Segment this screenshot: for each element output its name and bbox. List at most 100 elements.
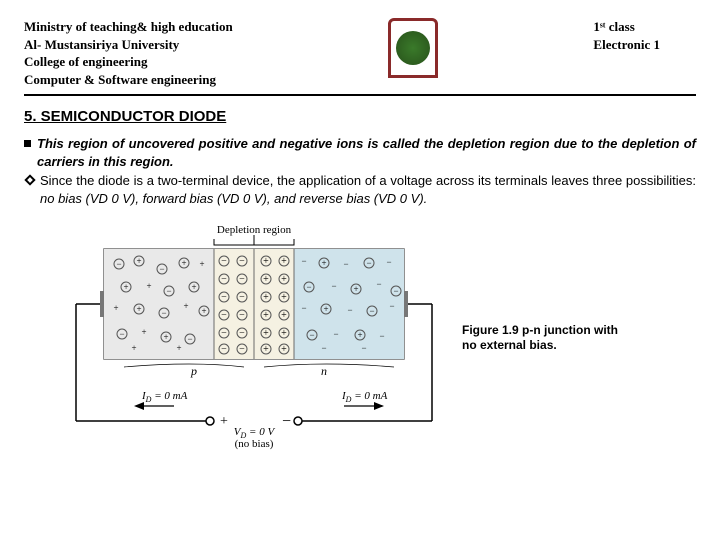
svg-text:ID = 0 mA: ID = 0 mA xyxy=(341,390,388,404)
header-logo-wrap xyxy=(380,18,446,78)
diamond-bullet-icon xyxy=(24,175,35,186)
svg-text:−: − xyxy=(379,331,384,341)
svg-text:−: − xyxy=(239,328,245,339)
svg-text:−: − xyxy=(239,310,245,321)
svg-text:+: + xyxy=(113,303,118,313)
svg-text:−: − xyxy=(239,274,245,285)
svg-text:+: + xyxy=(163,332,168,342)
svg-text:+: + xyxy=(321,258,326,268)
svg-text:ID = 0 mA: ID = 0 mA xyxy=(141,390,188,404)
class-line: 1ˢᵗ class xyxy=(593,18,660,36)
header-right-block: 1ˢᵗ class Electronic 1 xyxy=(593,18,696,53)
svg-text:−: − xyxy=(309,330,314,340)
svg-text:+: + xyxy=(131,343,136,353)
university-logo-icon xyxy=(388,18,438,78)
para-2a: Since the diode is a two-terminal device… xyxy=(40,173,696,188)
svg-text:−: − xyxy=(376,279,381,289)
svg-text:+: + xyxy=(123,282,128,292)
nobias-label: (no bias) xyxy=(235,438,274,450)
header-line-1: Ministry of teaching& high education xyxy=(24,18,233,36)
svg-text:+: + xyxy=(263,274,269,285)
svg-text:+: + xyxy=(201,306,206,316)
svg-text:−: − xyxy=(166,286,171,296)
svg-text:−: − xyxy=(331,281,336,291)
svg-text:−: − xyxy=(239,344,245,355)
svg-text:−: − xyxy=(239,256,245,267)
svg-text:+: + xyxy=(281,344,287,355)
logo-tree-icon xyxy=(396,31,430,65)
p-label: p xyxy=(190,364,197,378)
para-2-wrap: Since the diode is a two-terminal device… xyxy=(40,172,696,207)
svg-text:−: − xyxy=(321,343,326,353)
id-left-val: = 0 mA xyxy=(151,390,187,402)
svg-text:+: + xyxy=(176,343,181,353)
svg-text:−: − xyxy=(221,292,227,303)
svg-text:−: − xyxy=(221,344,227,355)
svg-text:−: − xyxy=(161,308,166,318)
svg-text:−: − xyxy=(221,256,227,267)
svg-text:+: + xyxy=(136,256,141,266)
svg-text:+: + xyxy=(281,274,287,285)
svg-text:−: − xyxy=(393,286,398,296)
figure-area: Depletion region − xyxy=(24,221,696,455)
body-text: This region of uncovered positive and ne… xyxy=(24,135,696,207)
svg-text:−: − xyxy=(221,328,227,339)
para-1: This region of uncovered positive and ne… xyxy=(37,135,696,170)
svg-text:−: − xyxy=(333,329,338,339)
svg-text:−: − xyxy=(187,334,192,344)
header-left-block: Ministry of teaching& high education Al-… xyxy=(24,18,233,88)
page-header: Ministry of teaching& high education Al-… xyxy=(24,18,696,96)
svg-text:+: + xyxy=(220,414,228,429)
bullet-item-2: Since the diode is a two-terminal device… xyxy=(24,172,696,207)
square-bullet-icon xyxy=(24,140,31,147)
svg-text:−: − xyxy=(347,305,352,315)
svg-text:−: − xyxy=(221,274,227,285)
id-left-label: ID = 0 mA xyxy=(134,390,188,410)
header-line-4: Computer & Software engineering xyxy=(24,71,233,89)
svg-text:+: + xyxy=(141,327,146,337)
id-right-label: ID = 0 mA xyxy=(341,390,388,410)
vd-label: VD = 0 V (no bias) xyxy=(234,426,276,450)
svg-text:−: − xyxy=(119,329,124,339)
svg-text:−: − xyxy=(116,259,121,269)
svg-text:+: + xyxy=(281,310,287,321)
svg-text:+: + xyxy=(353,284,358,294)
svg-text:+: + xyxy=(199,259,204,269)
svg-text:−: − xyxy=(366,258,371,268)
svg-text:+: + xyxy=(263,310,269,321)
figure-caption: Figure 1.9 p-n junction with no external… xyxy=(462,323,632,354)
svg-text:−: − xyxy=(282,413,291,430)
section-title: 5. SEMICONDUCTOR DIODE xyxy=(24,108,696,125)
svg-text:+: + xyxy=(183,301,188,311)
svg-text:−: − xyxy=(301,303,306,313)
pn-junction-diagram: Depletion region − xyxy=(64,221,444,451)
bullet-item-1: This region of uncovered positive and ne… xyxy=(24,135,696,170)
course-line: Electronic 1 xyxy=(593,36,660,54)
svg-text:−: − xyxy=(369,306,374,316)
svg-text:+: + xyxy=(263,344,269,355)
svg-text:−: − xyxy=(159,264,164,274)
svg-text:−: − xyxy=(386,257,391,267)
svg-text:+: + xyxy=(281,256,287,267)
svg-text:−: − xyxy=(306,282,311,292)
id-right-val: = 0 mA xyxy=(351,390,387,402)
svg-text:−: − xyxy=(221,310,227,321)
svg-text:+: + xyxy=(263,292,269,303)
depletion-label: Depletion region xyxy=(217,224,292,236)
svg-text:+: + xyxy=(323,304,328,314)
svg-text:+: + xyxy=(281,292,287,303)
svg-text:−: − xyxy=(301,256,306,266)
svg-text:+: + xyxy=(191,282,196,292)
svg-text:+: + xyxy=(181,258,186,268)
header-line-3: College of engineering xyxy=(24,53,233,71)
svg-text:+: + xyxy=(263,256,269,267)
header-line-2: Al- Mustansiriya University xyxy=(24,36,233,54)
svg-text:−: − xyxy=(361,343,366,353)
svg-text:+: + xyxy=(281,328,287,339)
n-label: n xyxy=(321,364,327,378)
svg-text:+: + xyxy=(263,328,269,339)
svg-text:−: − xyxy=(343,259,348,269)
svg-text:−: − xyxy=(389,301,394,311)
svg-text:−: − xyxy=(239,292,245,303)
svg-text:+: + xyxy=(146,281,151,291)
